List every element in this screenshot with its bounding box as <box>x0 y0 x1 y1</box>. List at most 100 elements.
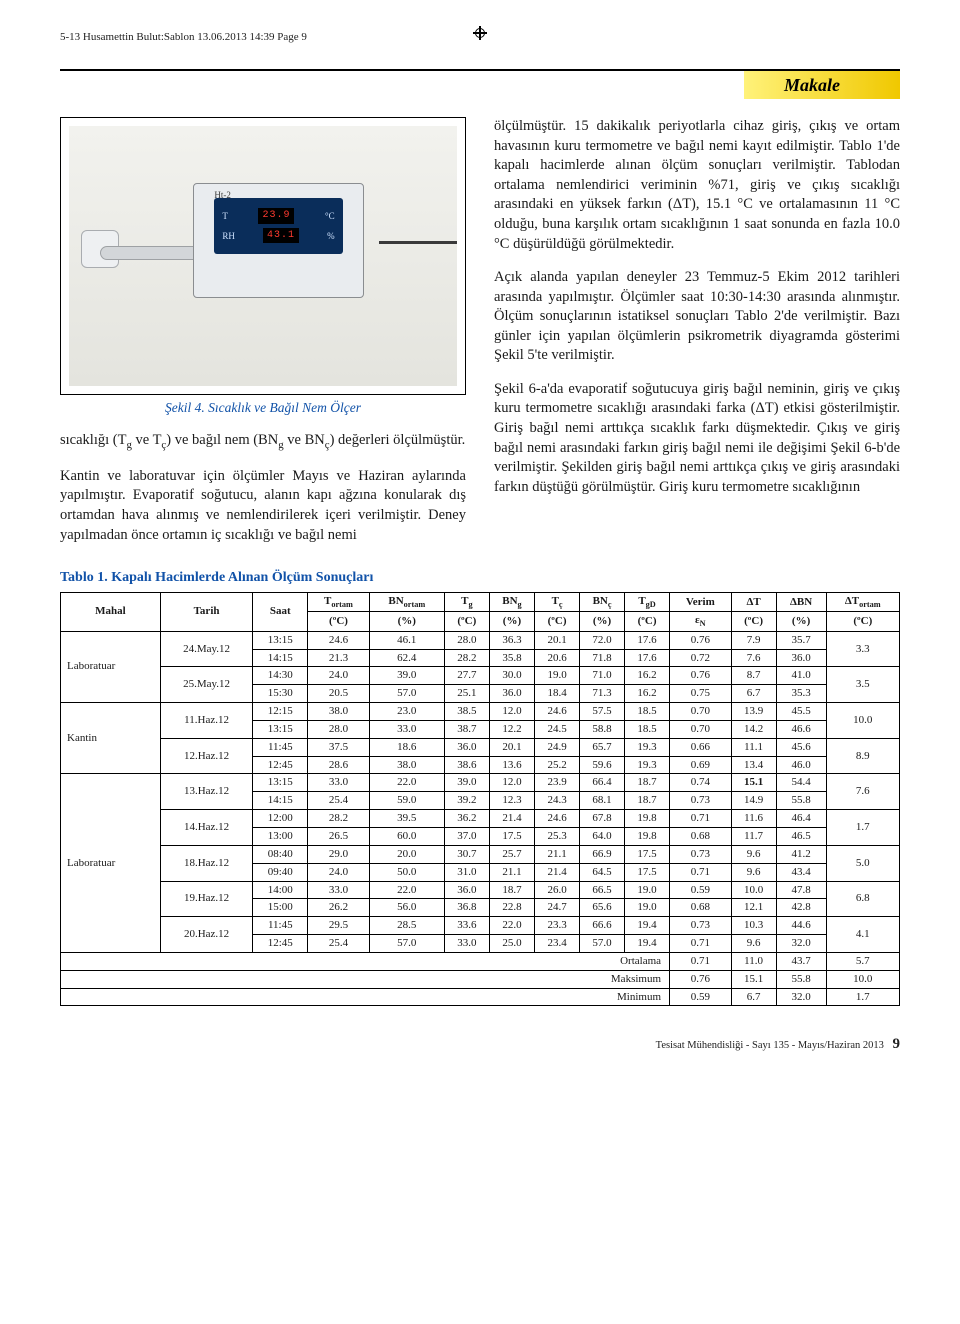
table-unit-cell: (ºC) <box>535 612 580 631</box>
summary-value: 0.71 <box>670 952 732 970</box>
cell-value: 25.4 <box>308 935 370 953</box>
table-unit-cell: εN <box>670 612 732 631</box>
cell-saat: 15:00 <box>253 899 308 917</box>
summary-value: 15.1 <box>731 970 776 988</box>
cell-value: 56.0 <box>369 899 444 917</box>
table-header-cell: Tarih <box>160 593 252 632</box>
cell-saat: 13:15 <box>253 720 308 738</box>
cell-value: 3.5 <box>826 667 899 703</box>
cell-value: 71.8 <box>580 649 625 667</box>
cell-value: 0.68 <box>670 899 732 917</box>
table-row: Laboratuar24.May.1213:1524.646.128.036.3… <box>61 631 900 649</box>
cell-value: 41.0 <box>776 667 826 685</box>
table-1-body: Laboratuar24.May.1213:1524.646.128.036.3… <box>61 631 900 1006</box>
footer-page-number: 9 <box>893 1036 901 1052</box>
cell-value: 11.7 <box>731 827 776 845</box>
cell-value: 57.0 <box>369 685 444 703</box>
cell-value: 57.0 <box>369 935 444 953</box>
cell-value: 33.0 <box>369 720 444 738</box>
cell-saat: 13:15 <box>253 631 308 649</box>
cell-value: 27.7 <box>444 667 489 685</box>
cell-value: 25.3 <box>535 827 580 845</box>
cell-saat: 12:45 <box>253 935 308 953</box>
cell-value: 36.3 <box>489 631 534 649</box>
cell-value: 36.2 <box>444 810 489 828</box>
sensor-row-temp: T 23.9 °C <box>222 208 334 224</box>
cell-value: 7.6 <box>826 774 899 810</box>
summary-value: 55.8 <box>776 970 826 988</box>
sensor-row-rh-label: RH <box>222 230 235 242</box>
cell-value: 18.7 <box>489 881 534 899</box>
cell-value: 8.9 <box>826 738 899 774</box>
table-header-cell: Tg <box>444 593 489 612</box>
table-unit-cell: (ºC) <box>826 612 899 631</box>
cell-value: 20.0 <box>369 845 444 863</box>
cell-saat: 13:00 <box>253 827 308 845</box>
cell-mahal: Kantin <box>61 703 161 774</box>
cell-value: 24.6 <box>535 703 580 721</box>
cell-value: 24.3 <box>535 792 580 810</box>
cell-tarih: 19.Haz.12 <box>160 881 252 917</box>
cell-value: 72.0 <box>580 631 625 649</box>
cell-value: 28.5 <box>369 917 444 935</box>
cell-value: 46.1 <box>369 631 444 649</box>
cell-saat: 14:00 <box>253 881 308 899</box>
cell-value: 22.0 <box>489 917 534 935</box>
cell-value: 9.6 <box>731 863 776 881</box>
cell-value: 71.0 <box>580 667 625 685</box>
cell-value: 13.6 <box>489 756 534 774</box>
cell-value: 7.6 <box>731 649 776 667</box>
cell-tarih: 14.Haz.12 <box>160 810 252 846</box>
cell-value: 26.0 <box>535 881 580 899</box>
cell-value: 37.5 <box>308 738 370 756</box>
cell-value: 24.6 <box>308 631 370 649</box>
cell-tarih: 11.Haz.12 <box>160 703 252 739</box>
cell-value: 38.0 <box>308 703 370 721</box>
cell-value: 20.6 <box>535 649 580 667</box>
cell-value: 18.4 <box>535 685 580 703</box>
cell-value: 10.3 <box>731 917 776 935</box>
cell-saat: 13:15 <box>253 774 308 792</box>
table-summary-row: Ortalama0.7111.043.75.7 <box>61 952 900 970</box>
cell-value: 10.0 <box>731 881 776 899</box>
running-header-text: 5-13 Husamettin Bulut:Sablon 13.06.2013 … <box>60 30 307 45</box>
cell-value: 17.5 <box>625 863 670 881</box>
cell-value: 19.0 <box>535 667 580 685</box>
cell-value: 24.7 <box>535 899 580 917</box>
cell-value: 21.1 <box>489 863 534 881</box>
cell-value: 44.6 <box>776 917 826 935</box>
cell-value: 17.6 <box>625 649 670 667</box>
cell-value: 11.6 <box>731 810 776 828</box>
right-column: ölçülmüştür. 15 dakikalık periyotlarla c… <box>494 117 900 559</box>
cell-value: 33.0 <box>308 881 370 899</box>
cell-saat: 08:40 <box>253 845 308 863</box>
table-header-cell: BNç <box>580 593 625 612</box>
table-1: MahalTarihSaatTortamBNortamTgBNgTçBNçTgD… <box>60 592 900 1006</box>
summary-value: 32.0 <box>776 988 826 1006</box>
cell-value: 28.6 <box>308 756 370 774</box>
cell-value: 4.1 <box>826 917 899 953</box>
cell-value: 17.5 <box>625 845 670 863</box>
cell-value: 64.5 <box>580 863 625 881</box>
table-unit-cell: (ºC) <box>308 612 370 631</box>
table-header-cell: Tç <box>535 593 580 612</box>
cell-value: 28.0 <box>444 631 489 649</box>
sensor-row-temp-label: T <box>222 210 228 222</box>
cell-value: 11.1 <box>731 738 776 756</box>
cell-value: 18.5 <box>625 703 670 721</box>
table-row: 19.Haz.1214:0033.022.036.018.726.066.519… <box>61 881 900 899</box>
cell-value: 22.8 <box>489 899 534 917</box>
table-1-head: MahalTarihSaatTortamBNortamTgBNgTçBNçTgD… <box>61 593 900 632</box>
right-paragraph-3: Şekil 6-a'da evaporatif soğutucuya giriş… <box>494 380 900 497</box>
cell-value: 18.7 <box>625 774 670 792</box>
cell-saat: 12:00 <box>253 810 308 828</box>
cell-tarih: 24.May.12 <box>160 631 252 667</box>
cell-value: 54.4 <box>776 774 826 792</box>
cell-value: 60.0 <box>369 827 444 845</box>
cell-value: 28.2 <box>444 649 489 667</box>
table-header-cell: ΔBN <box>776 593 826 612</box>
cell-value: 35.8 <box>489 649 534 667</box>
summary-label: Maksimum <box>61 970 670 988</box>
cell-value: 7.9 <box>731 631 776 649</box>
cell-value: 46.6 <box>776 720 826 738</box>
